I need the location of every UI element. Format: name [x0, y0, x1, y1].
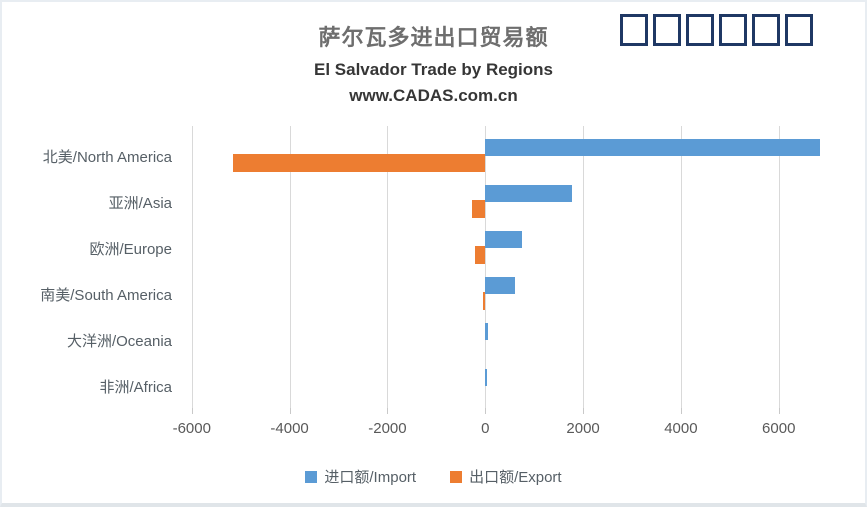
category-label: 欧洲/Europe [89, 240, 172, 258]
import-bar [485, 139, 821, 156]
axis-tick-label: -4000 [270, 420, 309, 437]
axis-tick-label: -2000 [368, 420, 407, 437]
gridline [583, 126, 585, 408]
gridline [191, 126, 193, 408]
import-bar [485, 185, 572, 202]
chart-title: 萨尔瓦多进出口贸易额 [318, 25, 549, 50]
axis-tick-label: -6000 [172, 420, 211, 437]
legend-label: 进口额/Import [324, 469, 417, 486]
export-bar [471, 200, 486, 218]
category-label: 非洲/Africa [99, 378, 172, 396]
axis-tick-label: 4000 [664, 420, 698, 437]
gridline [387, 126, 389, 408]
axis-tick [583, 408, 585, 414]
chart-subtitle: El Salvador Trade by Regions [313, 60, 554, 79]
category-label: 大洋洲/Oceania [66, 332, 172, 350]
import-bar [485, 323, 489, 340]
bars-area [182, 133, 857, 409]
export-bar [483, 292, 486, 310]
chart-row [182, 225, 857, 271]
chart-row [182, 317, 857, 363]
legend: 进口额/Import 出口额/Export [2, 466, 865, 487]
import-bar [485, 277, 516, 294]
axis-tick [778, 408, 780, 414]
website-text: www.CADAS.com.cn [349, 86, 518, 105]
axis-tick [485, 408, 487, 414]
chart-row [182, 363, 857, 409]
export-bar [474, 246, 486, 264]
axis-tick [680, 408, 682, 414]
missing-glyph-box [620, 14, 648, 46]
legend-label: 出口额/Export [469, 469, 562, 486]
category-label: 亚洲/Asia [108, 194, 172, 212]
export-bar [233, 154, 486, 172]
import-bar [485, 369, 488, 386]
axis-tick-label: 6000 [762, 420, 796, 437]
axis-tick-label: 2000 [566, 420, 600, 437]
axis-tick [191, 408, 193, 414]
category-label: 南美/South America [40, 286, 172, 304]
legend-swatch-icon [305, 470, 318, 483]
plot-area [182, 126, 857, 414]
legend-item: 进口额/Import [305, 466, 416, 487]
axis-tick-label: 0 [481, 420, 490, 437]
import-bar [485, 231, 522, 248]
gridline [289, 126, 291, 408]
axis-tick [387, 408, 389, 414]
category-axis: 北美/North America 亚洲/Asia 欧洲/Europe 南美/South… [2, 133, 172, 409]
legend-item: 出口额/Export [450, 466, 562, 487]
chart-row [182, 133, 857, 179]
missing-glyph-box [752, 14, 780, 46]
axis-tick [289, 408, 291, 414]
chart-row [182, 271, 857, 317]
missing-glyph-box [719, 14, 747, 46]
gridline [680, 126, 682, 408]
gridline [778, 126, 780, 408]
chart-row [182, 179, 857, 225]
missing-glyph-box [686, 14, 714, 46]
legend-swatch-icon [450, 470, 463, 483]
gridline [485, 126, 487, 408]
logo-placeholder [620, 14, 813, 46]
missing-glyph-box [785, 14, 813, 46]
value-axis: -6000 -4000 -2000 0 2000 4000 6000 [173, 420, 857, 440]
missing-glyph-box [653, 14, 681, 46]
category-label: 北美/North America [42, 148, 172, 166]
